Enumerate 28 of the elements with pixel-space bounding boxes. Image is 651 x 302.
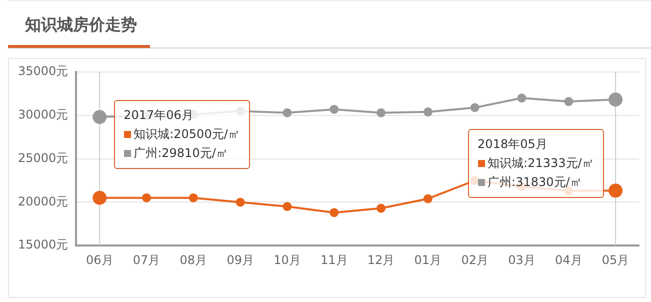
chart-title: 知识城房价走势	[25, 15, 137, 36]
y-tick-label: 35000元	[18, 64, 68, 78]
x-tick-label: 11月	[320, 252, 348, 267]
x-tick-label: 08月	[180, 252, 208, 267]
y-tick-label: 15000元	[18, 238, 68, 252]
annotation: :31830元/㎡	[512, 175, 582, 189]
x-tick-label: 06月	[86, 252, 114, 267]
x-tick-label: 04月	[555, 252, 582, 267]
x-tick-label: 01月	[414, 252, 442, 267]
x-tick-label: 03月	[508, 252, 536, 267]
y-tick-label: 20000元	[18, 194, 68, 208]
annotation: 2018年05月	[478, 137, 548, 151]
x-tick-label: 05月	[602, 252, 630, 267]
annotation: :20500元/㎡	[170, 127, 240, 141]
annotation: :21333元/㎡	[524, 156, 594, 170]
y-tick-label: 25000元	[18, 150, 68, 165]
x-tick-label: 10月	[274, 252, 301, 267]
annotation: 2017年06月	[124, 108, 194, 122]
legend-label: 知识城	[488, 156, 524, 170]
y-tick-label: 30000元	[18, 108, 68, 122]
x-tick-label: 07月	[132, 252, 160, 267]
x-tick-label: 12月	[367, 252, 395, 267]
legend-label: 广州	[134, 146, 158, 160]
text: 知识城	[134, 127, 170, 141]
text: 广州	[488, 175, 512, 189]
annotation: :29810元/㎡	[158, 146, 228, 160]
x-tick-label: 02月	[461, 252, 488, 267]
x-tick-label: 09月	[226, 252, 254, 267]
